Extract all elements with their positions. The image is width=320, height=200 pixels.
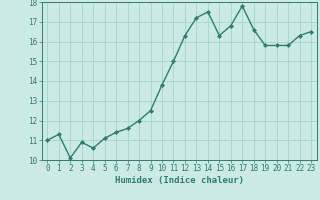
X-axis label: Humidex (Indice chaleur): Humidex (Indice chaleur) [115,176,244,185]
